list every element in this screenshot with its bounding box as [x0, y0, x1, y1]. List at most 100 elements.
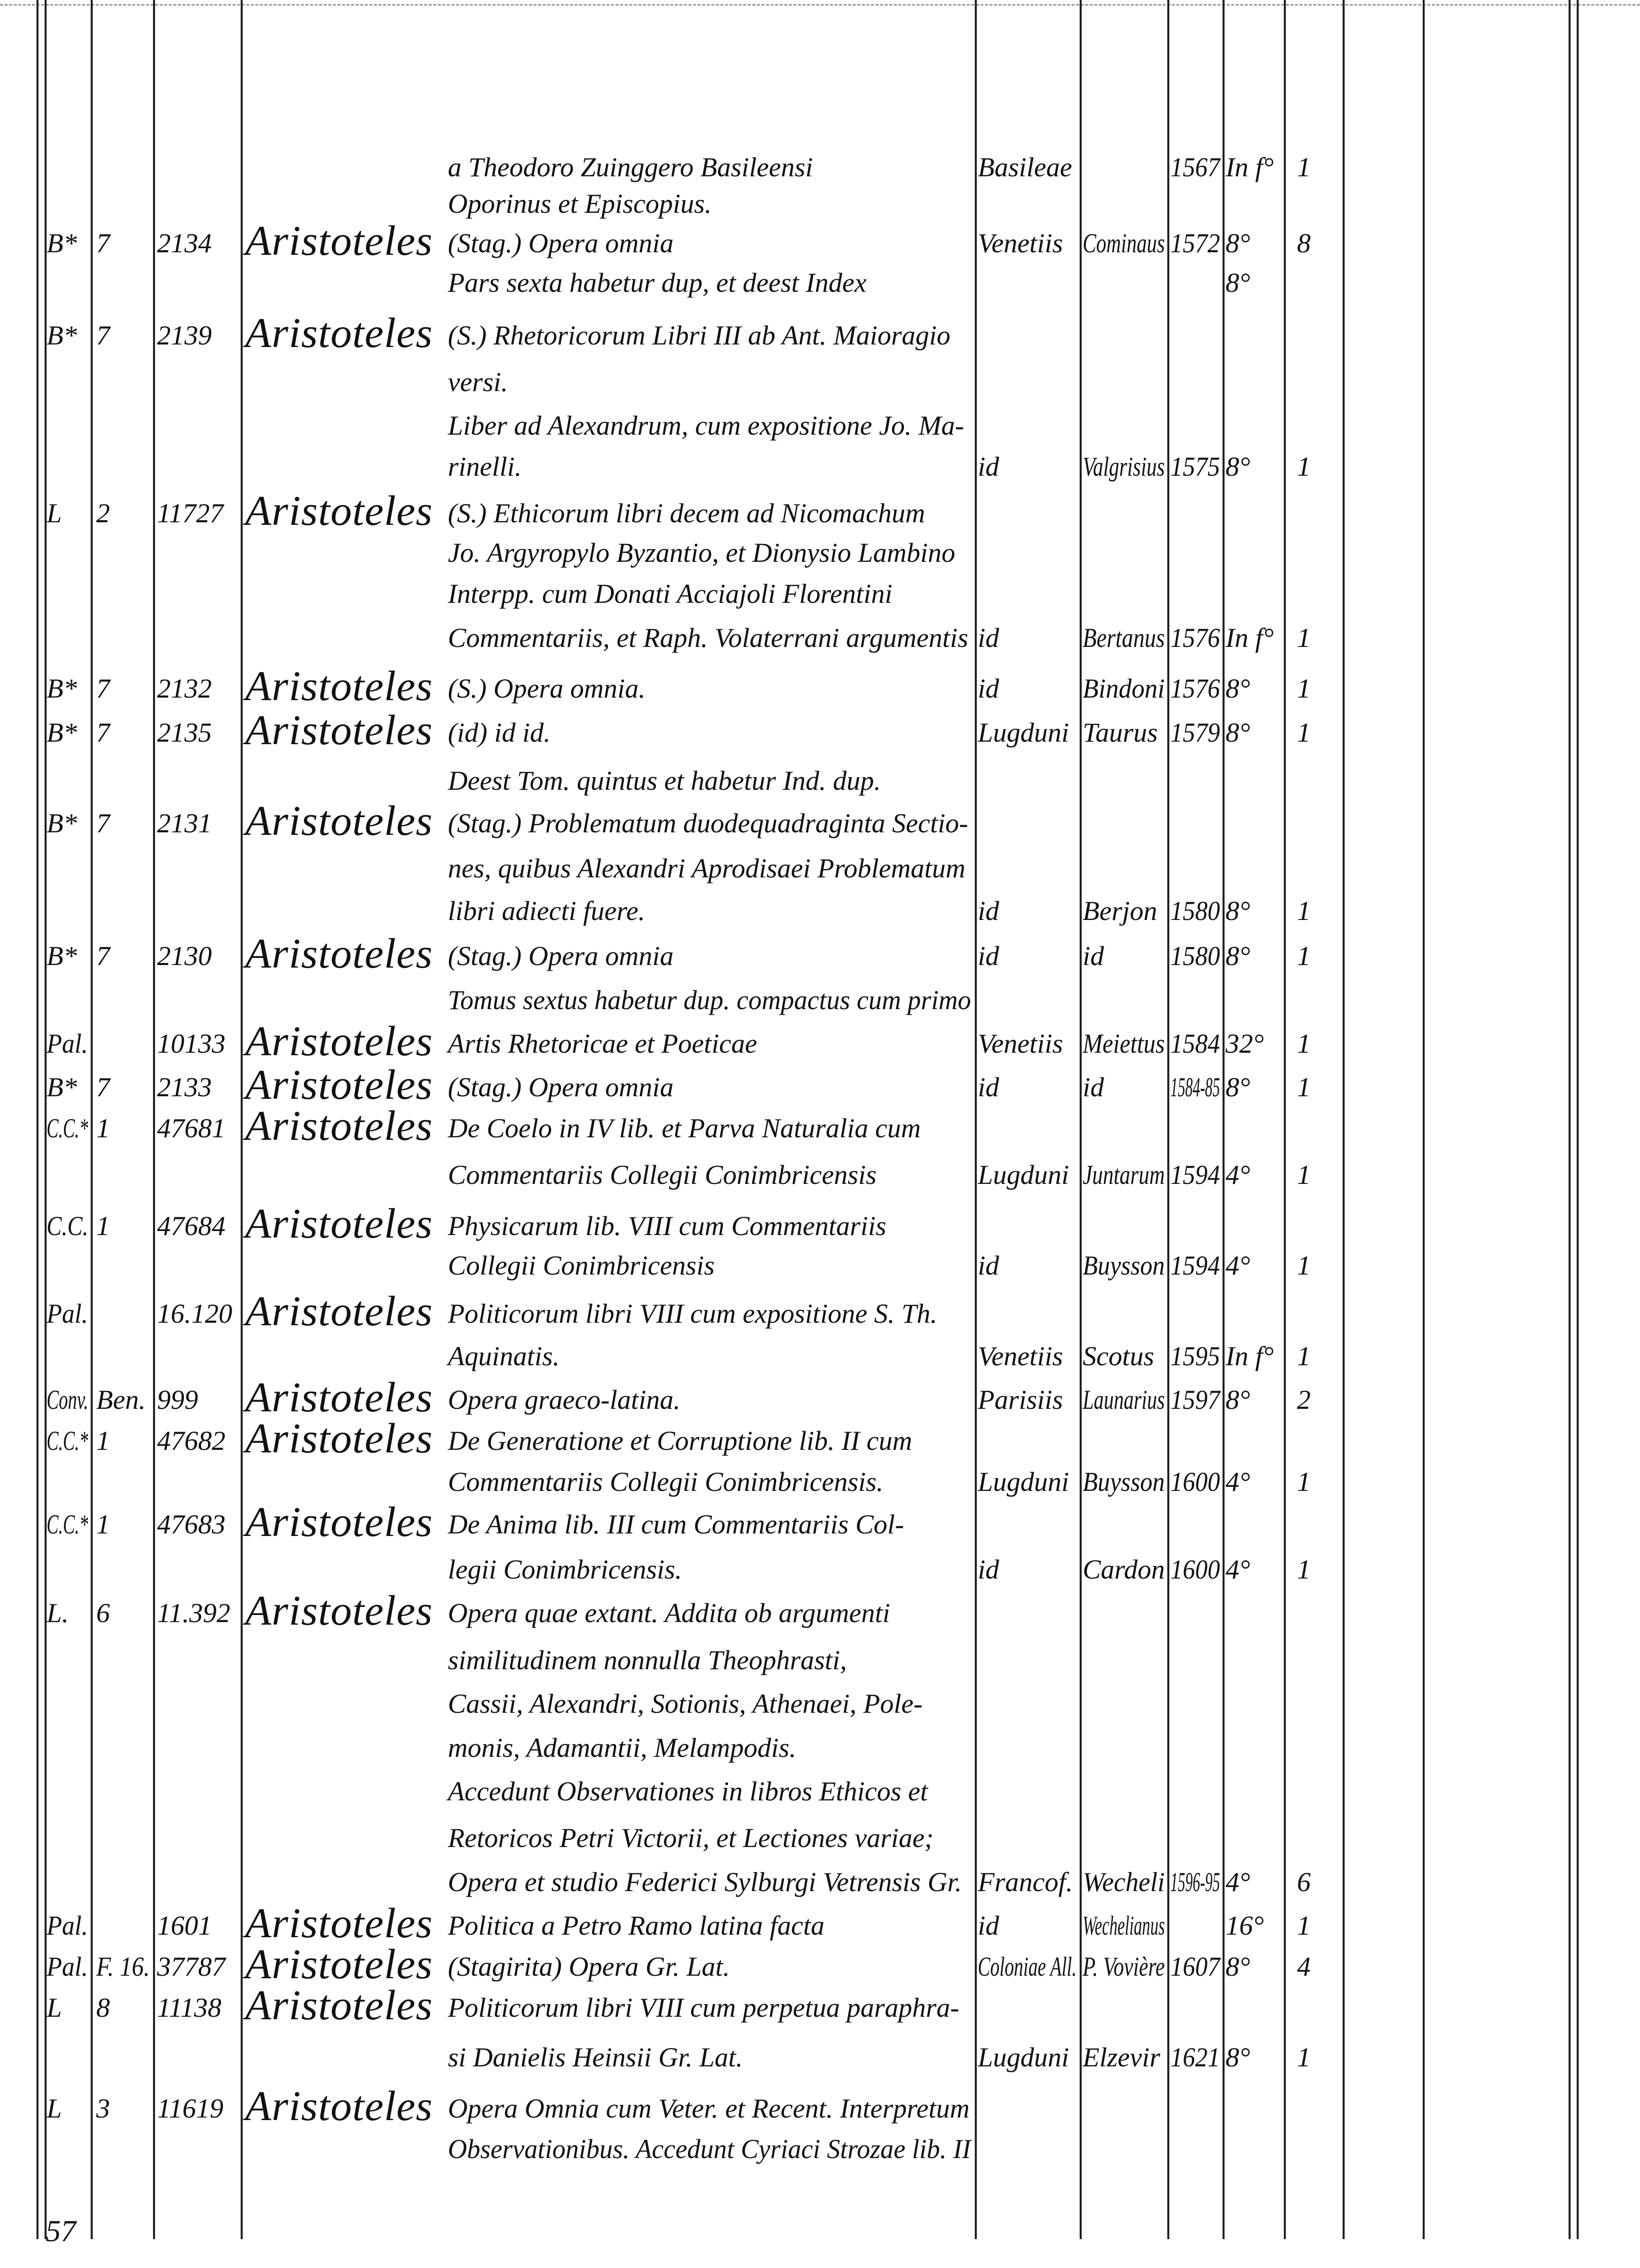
entry-text: nes, quibus Alexandri Aprodisaei Problem… [448, 853, 966, 883]
entry-format: 4° [1226, 1160, 1250, 1190]
entry-format: 32° [1226, 1028, 1264, 1059]
entry-place: id [978, 941, 1000, 971]
entry-shelf: B* [47, 717, 77, 748]
entry-text: Politicorum libri VIII cum expositione S… [448, 1298, 937, 1329]
entry-text: Aquinatis. [448, 1341, 560, 1371]
entry-author: Aristoteles [245, 1061, 433, 1108]
entry-place: Venetiis [978, 1028, 1063, 1059]
entry-printer: Juntarum [1083, 1160, 1165, 1190]
entry-year: 1607 [1170, 1951, 1220, 1982]
entry-printer: Wecheli [1083, 1867, 1165, 1897]
entry-printer: P. Vovière [1083, 1951, 1165, 1982]
entry-text: Deest Tom. quintus et habetur Ind. dup. [448, 765, 881, 796]
entry-text: (id) id id. [448, 717, 551, 748]
column-rule [1423, 0, 1425, 2239]
entry-printer: Elzevir [1083, 2042, 1160, 2072]
entry-vols: 2 [1297, 1385, 1311, 1415]
entry-year: 1576 [1170, 623, 1220, 653]
entry-printer: Taurus [1083, 717, 1158, 748]
entry-shelf: L [47, 1992, 62, 2023]
entry-year: 1579 [1170, 717, 1220, 748]
entry-format: 8° [1226, 941, 1250, 971]
entry-text: legii Conimbricensis. [448, 1554, 682, 1585]
entry-text: (S.) Opera omnia. [448, 673, 645, 704]
entry-format: In f° [1226, 152, 1274, 182]
entry-vols: 1 [1297, 896, 1311, 926]
entry-author: Aristoteles [245, 1900, 433, 1947]
entry-text: Cassii, Alexandri, Sotionis, Athenaei, P… [448, 1688, 923, 1719]
entry-text: Retoricos Petri Victorii, et Lectiones v… [448, 1823, 934, 1853]
entry-place: id [978, 451, 1000, 482]
entry-format: 8° [1226, 896, 1250, 926]
entry-num1: 8 [96, 1992, 110, 2023]
entry-author: Aristoteles [245, 1498, 433, 1546]
column-rule [1223, 0, 1225, 2239]
entry-num2: 47681 [157, 1113, 225, 1143]
entry-author: Aristoteles [245, 1200, 433, 1247]
entry-place: Lugduni [978, 1467, 1070, 1497]
entry-vols: 8 [1297, 228, 1311, 258]
entry-shelf: B* [47, 808, 77, 838]
entry-num2: 11619 [157, 2093, 223, 2124]
entry-place: Lugduni [978, 717, 1070, 748]
entry-printer: Cardon [1083, 1554, 1165, 1585]
entry-num1: 1 [96, 1426, 110, 1456]
entry-vols: 6 [1297, 1867, 1311, 1897]
entry-printer: id [1083, 1072, 1104, 1102]
entry-text: Commentariis, et Raph. Volaterrani argum… [448, 623, 968, 653]
entry-place: Venetiis [978, 1341, 1063, 1371]
entry-place: id [978, 896, 1000, 926]
entry-text: libri adiecti fuere. [448, 896, 645, 926]
entry-num1: 7 [96, 941, 110, 971]
entry-author: Aristoteles [245, 663, 433, 710]
entry-text: (Stagirita) Opera Gr. Lat. [448, 1951, 730, 1982]
entry-format: 8° [1226, 717, 1250, 748]
entry-year: 1584-85 [1170, 1072, 1220, 1102]
entry-text: (S.) Ethicorum libri decem ad Nicomachum [448, 498, 925, 528]
entry-vols: 1 [1297, 1910, 1311, 1941]
column-rule [1569, 0, 1571, 2239]
entry-num2: 47684 [157, 1211, 225, 1241]
column-rule [1080, 0, 1082, 2239]
entry-place: Lugduni [978, 1160, 1070, 1190]
entry-vols: 1 [1297, 1072, 1311, 1102]
entry-author: Aristoteles [245, 1018, 433, 1065]
entry-printer: id [1083, 941, 1104, 971]
entry-shelf: B* [47, 941, 77, 971]
entry-author: Aristoteles [245, 217, 433, 264]
entry-printer: Berjon [1083, 896, 1157, 926]
column-rule [91, 0, 93, 2239]
entry-place: id [978, 623, 1000, 653]
entry-shelf: L [47, 2093, 62, 2124]
entry-num2: 999 [157, 1385, 198, 1415]
entry-text: Politica a Petro Ramo latina facta [448, 1910, 825, 1941]
entry-printer: Launarius [1083, 1385, 1165, 1415]
entry-text: rinelli. [448, 451, 522, 482]
entry-num2: 1601 [157, 1910, 212, 1941]
entry-author: Aristoteles [245, 930, 433, 977]
column-rule [975, 0, 977, 2239]
column-rule [1343, 0, 1345, 2239]
entry-vols: 1 [1297, 673, 1311, 704]
entry-num2: 37787 [157, 1951, 225, 1982]
entry-text: (Stag.) Opera omnia [448, 228, 674, 258]
entry-place: Basileae [978, 152, 1072, 182]
entry-year: 1595 [1170, 1341, 1220, 1371]
entry-vols: 1 [1297, 1467, 1311, 1497]
entry-num1: 7 [96, 673, 110, 704]
entry-author: Aristoteles [245, 2083, 433, 2130]
entry-num1: 1 [96, 1113, 110, 1143]
entry-year: 1567 [1170, 152, 1220, 182]
entry-text: Pars sexta habetur dup, et deest Index [448, 267, 867, 298]
entry-place: Francof. [978, 1867, 1073, 1897]
top-border [0, 4, 1640, 6]
page-number: 57 [46, 2214, 76, 2248]
entry-num1: 7 [96, 717, 110, 748]
entry-printer: Buysson [1083, 1250, 1165, 1281]
entry-text: Physicarum lib. VIII cum Commentariis [448, 1211, 887, 1241]
entry-text: Artis Rhetoricae et Poeticae [448, 1028, 757, 1059]
entry-format: 8° [1226, 673, 1250, 704]
entry-place: id [978, 673, 1000, 704]
entry-text: Politicorum libri VIII cum perpetua para… [448, 1992, 960, 2023]
entry-text: monis, Adamantii, Melampodis. [448, 1733, 796, 1763]
